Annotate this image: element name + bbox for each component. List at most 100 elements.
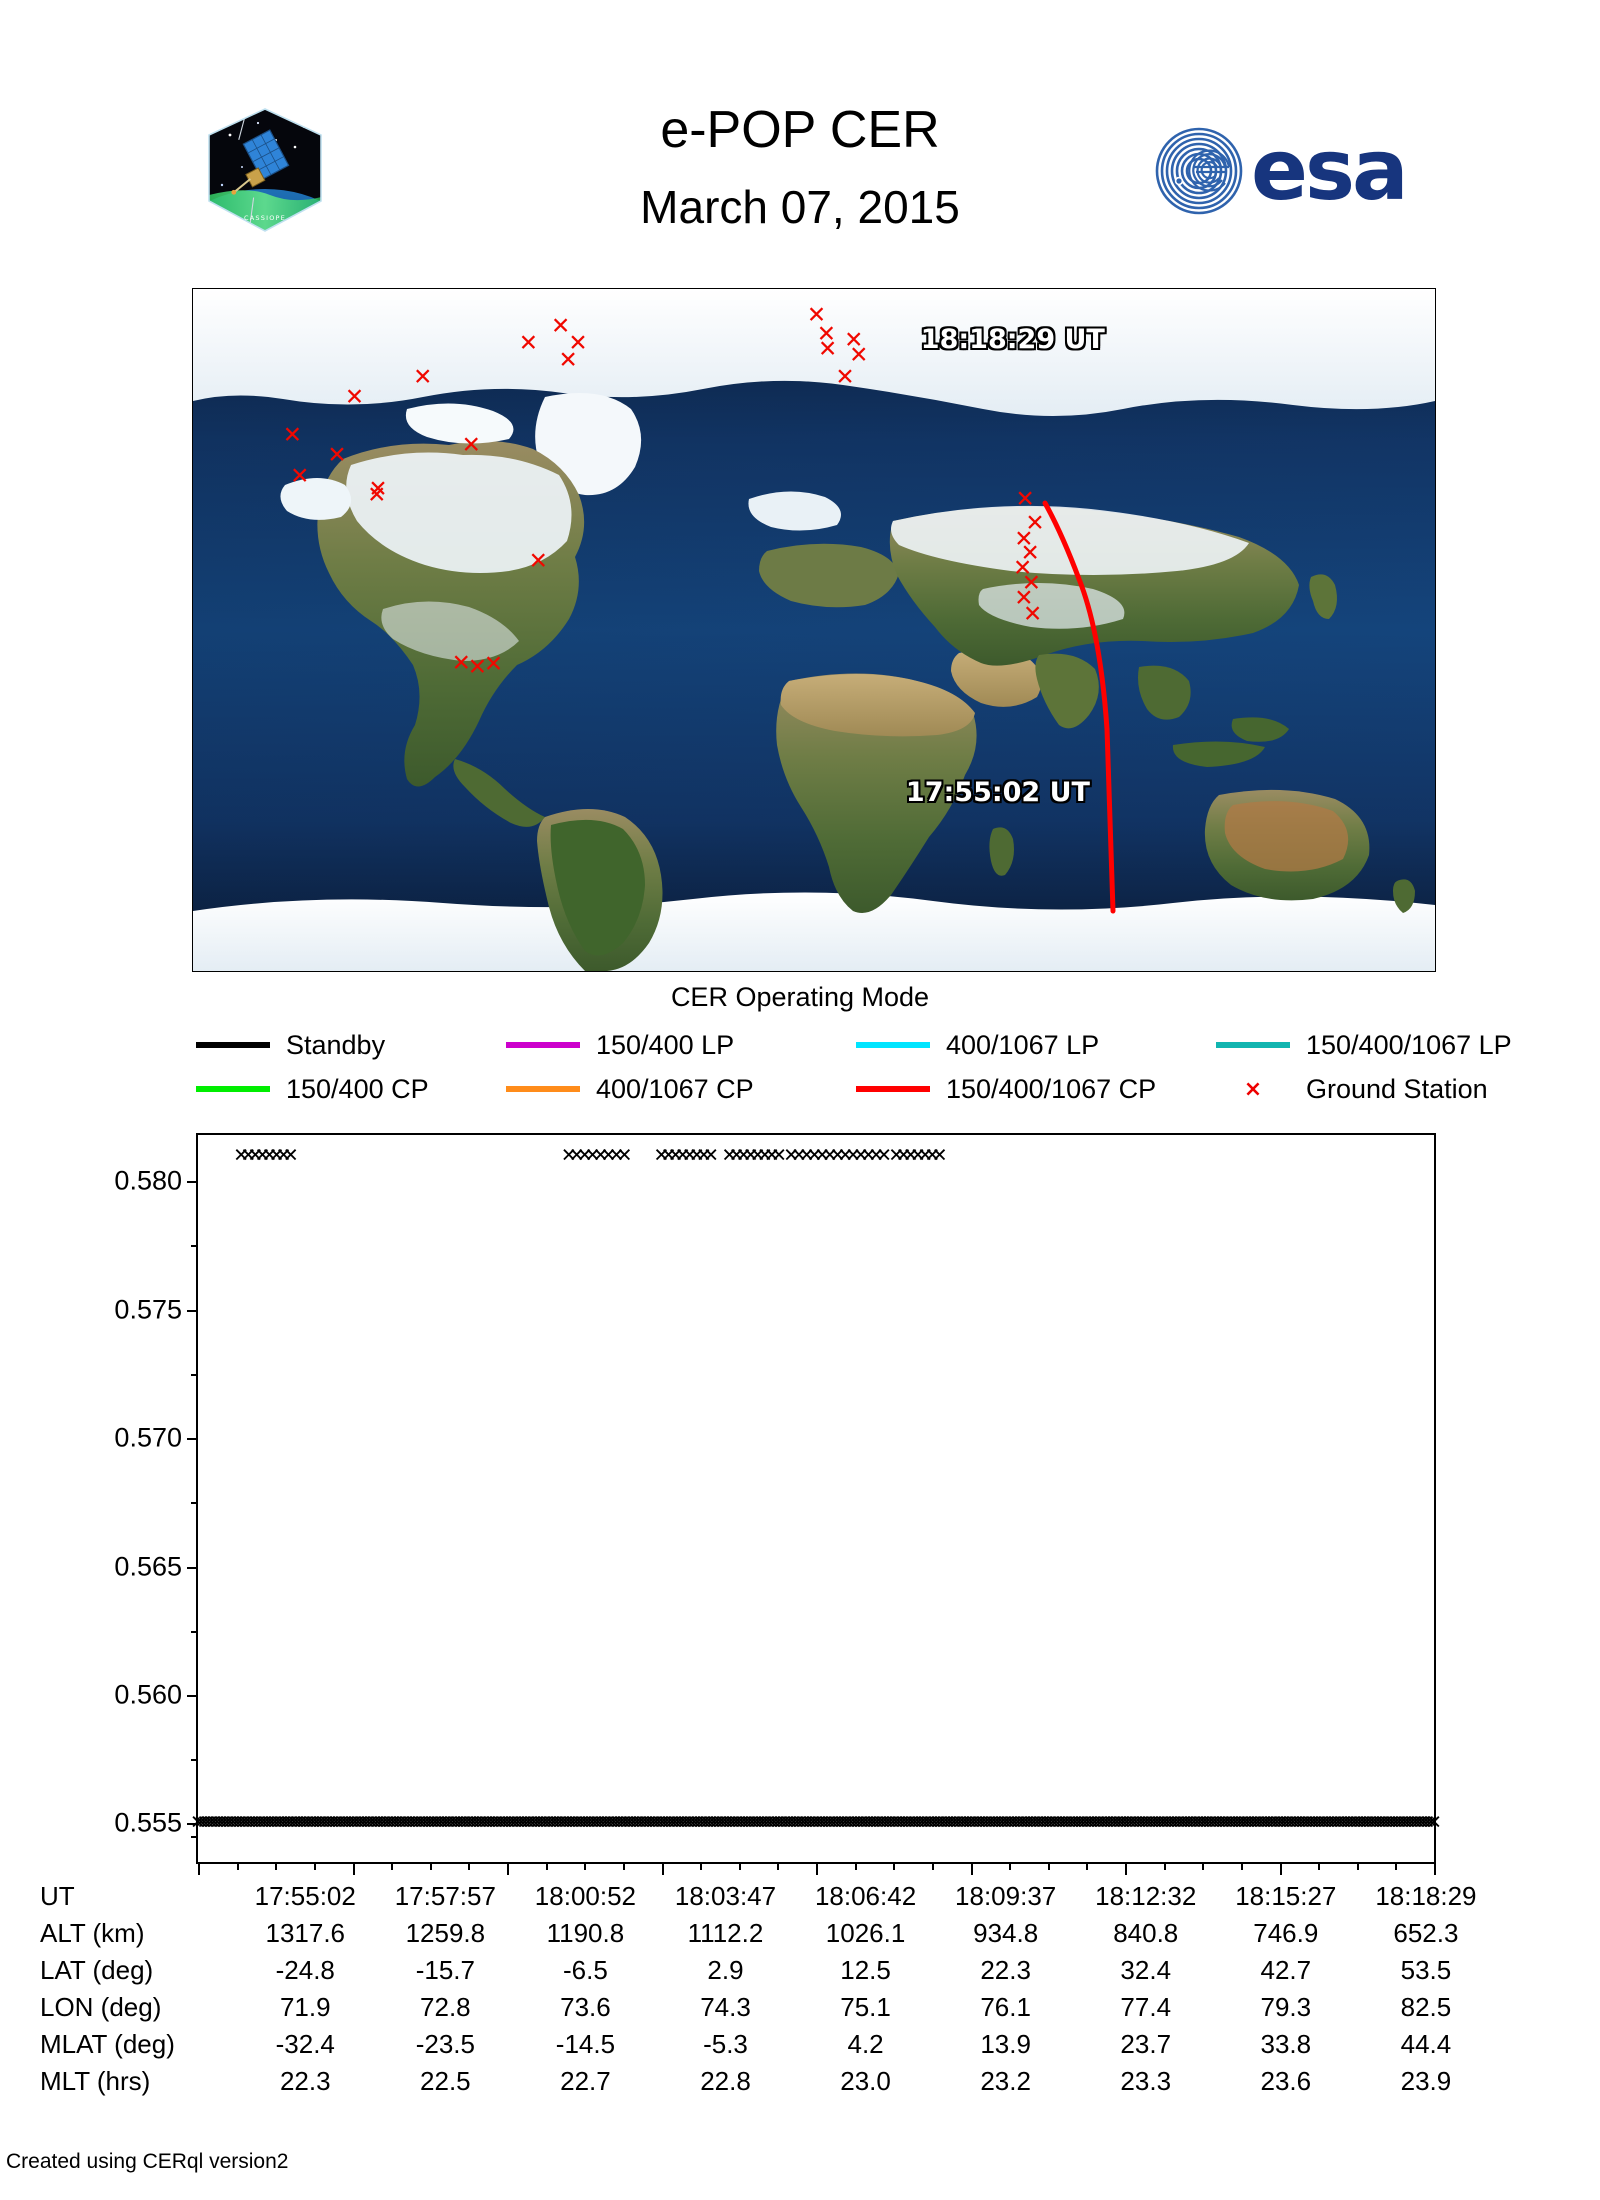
data-point-marker: ✕ xyxy=(507,1811,523,1834)
data-point-marker: ✕ xyxy=(1365,1811,1382,1834)
table-cell: 73.6 xyxy=(560,1992,611,2022)
table-cell: 32.4 xyxy=(1120,1955,1172,1985)
data-point-marker: ✕ xyxy=(667,1144,684,1167)
data-point-marker: ✕ xyxy=(247,1811,264,1834)
legend-color-swatch xyxy=(506,1086,580,1092)
data-point-marker: ✕ xyxy=(1096,1811,1113,1834)
data-point-marker: ✕ xyxy=(731,1811,748,1834)
data-point-marker: ✕ xyxy=(631,1811,648,1834)
x-axis-minor-tick xyxy=(1202,1862,1205,1870)
x-axis-minor-tick xyxy=(429,1862,432,1870)
data-point-marker: ✕ xyxy=(196,1811,213,1834)
data-point-marker: ✕ xyxy=(1256,1811,1273,1834)
data-point-marker: ✕ xyxy=(961,1811,978,1834)
esa-logo: esa xyxy=(1155,125,1455,215)
data-point-marker: ✕ xyxy=(1378,1811,1394,1834)
data-point-marker: ✕ xyxy=(1387,1811,1404,1834)
data-point-marker: ✕ xyxy=(343,1811,360,1834)
data-point-marker: ✕ xyxy=(1105,1811,1122,1834)
data-point-marker: ✕ xyxy=(462,1811,479,1834)
data-point-marker: ✕ xyxy=(1201,1811,1218,1834)
table-row: UT 17:55:02 17:57:57 18:00:52 18:03:47 18:06:… xyxy=(36,1878,1496,1915)
data-point-marker: ✕ xyxy=(430,1811,447,1834)
data-point-marker: ✕ xyxy=(702,1811,719,1834)
table-cell: 71.9 xyxy=(279,1992,331,2022)
y-axis-tick-label: 0.565 xyxy=(114,1551,182,1582)
x-axis-minor-tick xyxy=(275,1862,278,1870)
table-cell: 4.2 xyxy=(847,2029,884,2059)
data-point-marker: ✕ xyxy=(734,1811,751,1834)
legend-item: × Ground Station xyxy=(1216,1068,1488,1110)
data-point-marker: ✕ xyxy=(471,1811,488,1834)
table-cell: 17:55:02 xyxy=(254,1881,356,1911)
x-axis-tick xyxy=(1279,1862,1282,1875)
table-cell: 74.3 xyxy=(700,1992,751,2022)
data-point-marker: ✕ xyxy=(814,1811,831,1834)
data-point-marker: ✕ xyxy=(1323,1811,1340,1834)
data-point-marker: ✕ xyxy=(1246,1811,1263,1834)
data-point-marker: ✕ xyxy=(1358,1811,1375,1834)
data-point-marker: ✕ xyxy=(346,1811,363,1834)
data-point-marker: ✕ xyxy=(945,1811,962,1834)
y-axis-tick-label: 0.555 xyxy=(114,1807,182,1838)
data-point-marker: ✕ xyxy=(1355,1811,1372,1834)
data-point-marker: ✕ xyxy=(600,1144,617,1167)
data-point-marker: ✕ xyxy=(1134,1811,1151,1834)
data-point-marker: ✕ xyxy=(1035,1811,1052,1834)
table-cell: 1317.6 xyxy=(265,1918,346,1948)
y-axis-tick-label: 0.580 xyxy=(114,1165,182,1196)
legend-label: Standby xyxy=(286,1029,386,1060)
legend-item: 400/1067 LP xyxy=(856,1024,1099,1066)
legend-item: 150/400/1067 LP xyxy=(1216,1024,1512,1066)
data-point-marker: ✕ xyxy=(971,1811,988,1834)
table-cell: 23.0 xyxy=(840,2066,891,2096)
data-point-marker: ✕ xyxy=(1102,1811,1119,1834)
data-point-marker: ✕ xyxy=(1240,1811,1257,1834)
data-point-marker: ✕ xyxy=(763,1811,780,1834)
data-point-marker: ✕ xyxy=(1205,1811,1222,1834)
data-point-marker: ✕ xyxy=(321,1811,338,1834)
ground-station-marker: ✕ xyxy=(816,321,837,348)
data-point-marker: ✕ xyxy=(711,1811,728,1834)
data-point-marker: ✕ xyxy=(881,1811,898,1834)
data-point-marker: ✕ xyxy=(1301,1811,1318,1834)
data-point-marker: ✕ xyxy=(628,1811,645,1834)
table-cell: 12.5 xyxy=(840,1955,891,1985)
x-axis-minor-tick xyxy=(931,1862,934,1870)
data-point-marker: ✕ xyxy=(1064,1811,1081,1834)
data-point-marker: ✕ xyxy=(382,1811,399,1834)
data-point-marker: ✕ xyxy=(747,1811,764,1834)
data-point-marker: ✕ xyxy=(801,1811,818,1834)
data-point-marker: ✕ xyxy=(660,1811,677,1834)
data-point-marker: ✕ xyxy=(1381,1811,1398,1834)
data-point-marker: ✕ xyxy=(311,1811,328,1834)
data-point-marker: ✕ xyxy=(1265,1811,1282,1834)
data-point-marker: ✕ xyxy=(439,1811,456,1834)
data-point-marker: ✕ xyxy=(241,1811,258,1834)
data-point-marker: ✕ xyxy=(1153,1811,1170,1834)
data-point-marker: ✕ xyxy=(513,1811,530,1834)
data-point-marker: ✕ xyxy=(876,1144,892,1167)
data-point-marker: ✕ xyxy=(721,1144,738,1167)
data-point-marker: ✕ xyxy=(350,1811,367,1834)
y-axis-minor-tick xyxy=(191,1502,198,1505)
legend-row-top: Standby 150/400 LP 400/1067 LP 150/400/1067… xyxy=(196,1024,1512,1066)
data-point-marker: ✕ xyxy=(1121,1811,1138,1834)
data-point-marker: ✕ xyxy=(596,1811,613,1834)
data-point-marker: ✕ xyxy=(968,1811,985,1834)
y-axis-minor-tick xyxy=(191,1759,198,1762)
data-point-marker: ✕ xyxy=(455,1811,472,1834)
x-axis-minor-tick xyxy=(854,1862,857,1870)
x-axis-minor-tick xyxy=(584,1862,587,1870)
data-point-marker: ✕ xyxy=(753,1811,770,1834)
data-point-marker: ✕ xyxy=(772,1811,789,1834)
data-point-marker: ✕ xyxy=(442,1811,459,1834)
legend-ground-station-icon: × xyxy=(1243,1076,1263,1102)
data-point-marker: ✕ xyxy=(804,1811,821,1834)
y-axis-tick xyxy=(187,1823,198,1826)
data-point-marker: ✕ xyxy=(1166,1811,1183,1834)
table-cell: -24.8 xyxy=(275,1955,335,1985)
data-point-marker: ✕ xyxy=(653,1144,670,1167)
data-point-marker: ✕ xyxy=(681,1144,698,1167)
data-point-marker: ✕ xyxy=(1044,1811,1061,1834)
